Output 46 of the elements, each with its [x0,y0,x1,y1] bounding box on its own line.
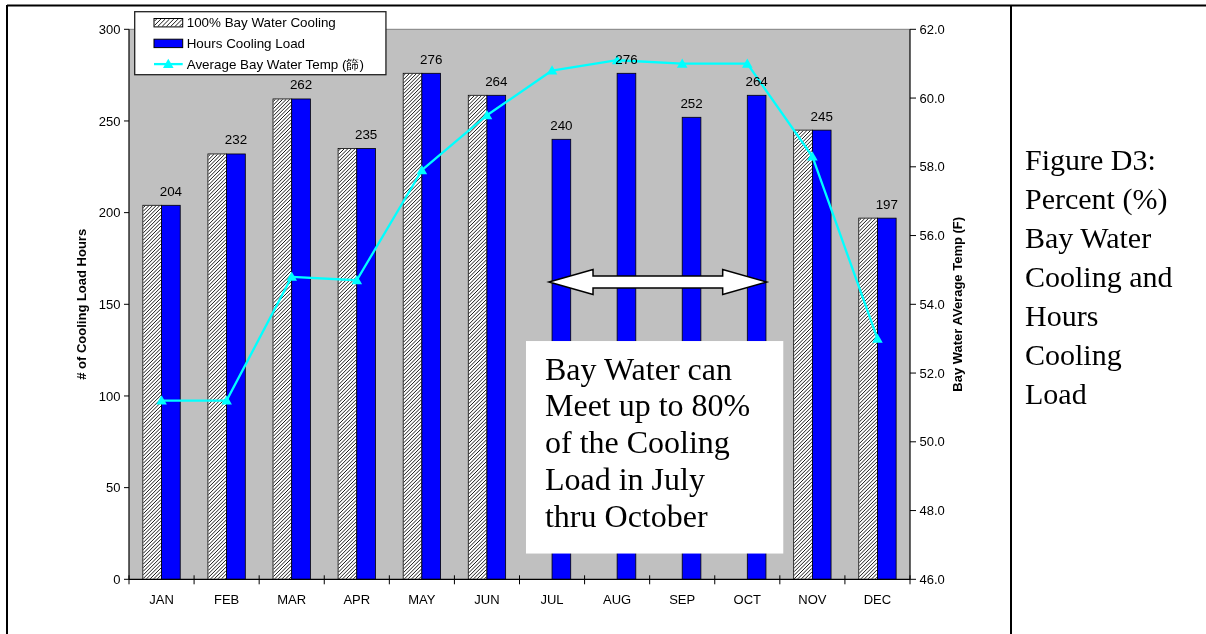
y-tick-label: 300 [98,21,121,37]
x-tick-label: JAN [149,592,174,608]
x-tick-label: OCT [733,592,762,608]
annotation: Bay Water can Meet up to 80% of the Cooling Load in July thru October [544,350,751,534]
y-axis-title: # of Cooling Load Hours [74,228,90,380]
x-tick-label: MAR [277,592,307,608]
data-label: 232 [224,132,248,148]
y2-tick-label: 62.0 [919,21,945,37]
y2-tick-label: 52.0 [919,365,945,381]
y2-tick-label: 50.0 [919,434,945,450]
x-tick-label: APR [343,592,371,608]
y2-tick-label: 48.0 [919,503,945,519]
y2-tick-label: 46.0 [919,571,945,587]
x-tick-label: JUL [540,592,564,608]
data-label: 245 [810,108,833,124]
data-label: 240 [550,117,573,133]
legend-label: Hours Cooling Load [186,36,306,52]
legend-label: 100% Bay Water Cooling [186,15,336,31]
data-label: 252 [680,95,703,111]
x-tick-label: DEC [863,592,892,608]
x-tick-label: NOV [798,592,827,608]
y-tick-label: 50 [106,480,121,496]
data-label: 197 [875,196,898,212]
y2-tick-label: 56.0 [919,228,945,244]
data-label: 262 [289,77,313,93]
y2-tick-label: 54.0 [919,296,945,312]
x-tick-label: SEP [669,592,696,608]
y2-tick-label: 60.0 [919,90,945,106]
data-label: 276 [420,51,443,67]
annotation: Figure D3: Percent (%) Bay Water Cooling and Hours Cooling Load [1025,143,1173,410]
x-tick-label: MAY [408,592,436,608]
x-tick-label: JUN [474,592,500,608]
legend-label: Average Bay Water Temp (篩) [186,56,364,72]
annotation: Bay Water can Meet up to 80% of the Cooling Load in July thru October [526,341,784,554]
y-tick-label: 100 [98,388,121,404]
data-label: 235 [354,126,378,142]
y2-axis-title: Bay Water AVerage Temp (F) [950,216,966,392]
x-tick-label: AUG [603,592,632,608]
data-label: 204 [159,183,183,199]
y-tick-label: 200 [98,205,121,221]
y-tick-label: 150 [98,296,121,312]
data-label: 264 [485,73,509,89]
y-tick-label: 0 [113,571,121,587]
y2-tick-label: 58.0 [919,159,945,175]
x-tick-label: FEB [213,592,240,608]
y-tick-label: 250 [98,113,121,129]
